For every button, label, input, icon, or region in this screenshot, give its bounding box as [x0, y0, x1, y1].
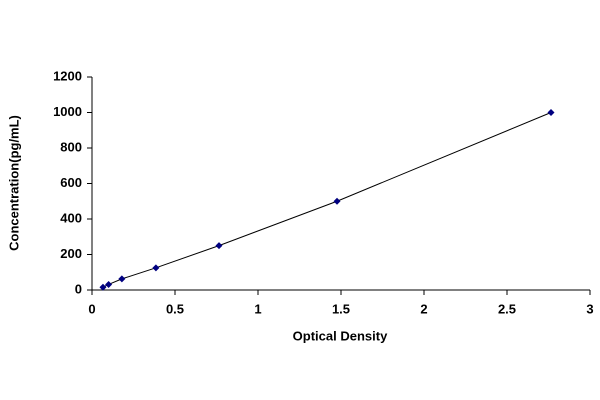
point [547, 109, 555, 116]
point [99, 283, 107, 291]
x-tick-label: 0 [88, 301, 95, 316]
x-tick-label: 0.5 [166, 301, 184, 316]
x-tick-label: 1.5 [332, 301, 350, 316]
y-axis-label: Concentration(pg/mL) [6, 115, 21, 251]
curve [102, 112, 552, 288]
point [105, 280, 113, 288]
point [333, 197, 341, 205]
y-tick-label: 1200 [53, 68, 82, 83]
y-tick-label: 800 [60, 139, 82, 154]
y-tick-label: 0 [75, 281, 82, 296]
y-tick-label: 200 [60, 246, 82, 261]
point [215, 242, 223, 250]
y-tick-label: 1000 [53, 104, 82, 119]
x-tick-label: 3 [586, 301, 593, 316]
x-axis-label: Optical Density [293, 328, 388, 343]
x-tick-label: 2 [420, 301, 427, 316]
point [118, 275, 126, 283]
x-tick-label: 2.5 [498, 301, 516, 316]
x-tick-label: 1 [254, 301, 261, 316]
y-tick-label: 400 [60, 210, 82, 225]
point [152, 264, 160, 272]
y-tick-label: 600 [60, 175, 82, 190]
